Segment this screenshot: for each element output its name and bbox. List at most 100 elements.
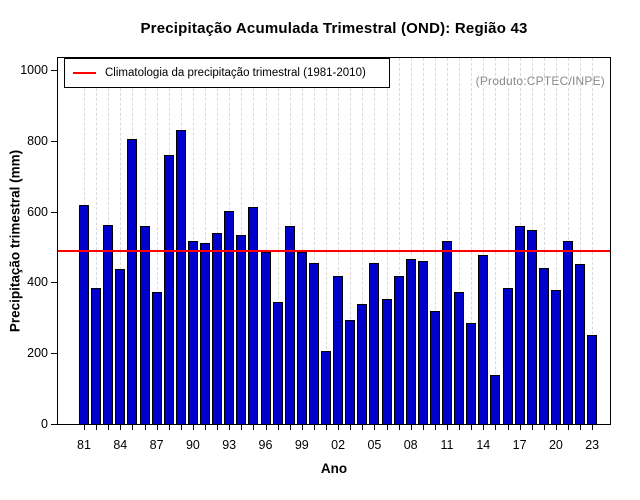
x-tick-label-2011: 11 [440, 438, 454, 452]
y-tick-label-1000: 1000 [20, 63, 48, 77]
bar-1991 [200, 243, 210, 424]
climatology-line [58, 250, 610, 252]
gridline-1984 [120, 58, 122, 424]
bar-1992 [212, 233, 223, 424]
bar-2020 [550, 290, 561, 424]
gridline-2008 [410, 58, 412, 424]
x-tick-2022 [580, 425, 582, 430]
bar-1999 [296, 252, 307, 424]
x-tick-2006 [386, 425, 388, 430]
bar-2012 [454, 292, 465, 424]
bar-1981 [79, 205, 89, 424]
gridline-1996 [265, 58, 267, 424]
gridline-2013 [471, 58, 473, 424]
x-tick-2004 [362, 425, 364, 430]
x-tick-label-1987: 87 [149, 438, 164, 452]
bar-2009 [417, 261, 428, 424]
gridline-2007 [398, 58, 400, 424]
x-tick-1996 [265, 425, 267, 430]
x-tick-label-2002: 02 [331, 438, 346, 452]
bar-1994 [236, 235, 247, 424]
x-tick-label-2023: 23 [585, 438, 600, 452]
x-tick-1985 [132, 425, 134, 430]
x-tick-2003 [350, 425, 352, 430]
x-tick-1992 [217, 425, 219, 430]
gridline-2005 [374, 58, 376, 424]
x-tick-label-1999: 99 [294, 438, 309, 452]
x-tick-label-2008: 08 [403, 438, 418, 452]
bar-1987 [151, 292, 162, 424]
x-tick-2023 [592, 425, 594, 430]
bar-2013 [466, 323, 477, 424]
bar-1998 [284, 226, 295, 424]
bar-2016 [502, 288, 513, 424]
x-tick-1990 [192, 425, 194, 430]
gridline-2019 [543, 58, 545, 424]
x-tick-2018 [531, 425, 533, 430]
y-tick-1000 [51, 70, 57, 71]
x-tick-1998 [289, 425, 291, 430]
y-tick-200 [51, 353, 57, 354]
bar-2001 [321, 351, 331, 424]
gridline-2002 [338, 58, 340, 424]
x-tick-1986 [144, 425, 146, 430]
x-tick-label-2005: 05 [367, 438, 382, 452]
x-tick-2016 [507, 425, 509, 430]
bar-2005 [369, 263, 380, 424]
gridline-1991 [205, 58, 206, 424]
bar-1985 [127, 139, 138, 424]
bar-1996 [260, 252, 271, 424]
bar-2008 [405, 259, 416, 424]
x-tick-label-1990: 90 [185, 438, 200, 452]
gridline-2001 [326, 58, 327, 424]
bar-2011 [442, 241, 452, 424]
bar-2022 [575, 264, 586, 424]
x-tick-2017 [519, 425, 521, 430]
product-annotation: (Produto:CPTEC/INPE) [475, 74, 605, 88]
bar-1997 [272, 302, 283, 424]
bar-2006 [381, 299, 392, 424]
x-tick-2007 [398, 425, 400, 430]
bar-2023 [587, 335, 598, 424]
x-tick-2013 [471, 425, 473, 430]
y-tick-600 [51, 212, 57, 213]
x-tick-label-1981: 81 [77, 438, 91, 452]
gridline-1997 [277, 58, 279, 424]
x-tick-label-1993: 93 [222, 438, 237, 452]
x-tick-label-2020: 20 [548, 438, 563, 452]
bar-2017 [514, 226, 525, 424]
x-tick-1991 [205, 425, 206, 430]
y-tick-label-800: 800 [27, 134, 48, 148]
bar-2010 [429, 311, 440, 424]
x-tick-label-1984: 84 [113, 438, 128, 452]
gridline-1982 [96, 58, 98, 424]
gridline-2000 [313, 58, 315, 424]
gridline-2006 [386, 58, 388, 424]
gridline-2015 [495, 58, 497, 424]
gridline-2010 [434, 58, 436, 424]
x-tick-1994 [241, 425, 243, 430]
bar-2015 [490, 375, 501, 424]
y-tick-label-600: 600 [27, 205, 48, 219]
bar-1984 [115, 269, 126, 424]
x-tick-2021 [568, 425, 569, 430]
gridline-2012 [459, 58, 461, 424]
y-tick-400 [51, 282, 57, 283]
bar-1983 [103, 225, 114, 424]
gridline-1999 [301, 58, 303, 424]
x-tick-label-2014: 14 [476, 438, 491, 452]
x-tick-2014 [483, 425, 485, 430]
x-axis-label: Ano [320, 461, 348, 476]
x-tick-1988 [168, 425, 170, 430]
bar-2000 [308, 263, 319, 424]
plot-area [57, 57, 611, 425]
x-tick-label-1996: 96 [258, 438, 273, 452]
x-tick-2001 [326, 425, 327, 430]
bar-1986 [139, 226, 150, 424]
gridline-2023 [592, 58, 594, 424]
gridline-1987 [156, 58, 158, 424]
x-tick-1983 [108, 425, 110, 430]
x-tick-1989 [180, 425, 182, 430]
gridline-2004 [362, 58, 364, 424]
